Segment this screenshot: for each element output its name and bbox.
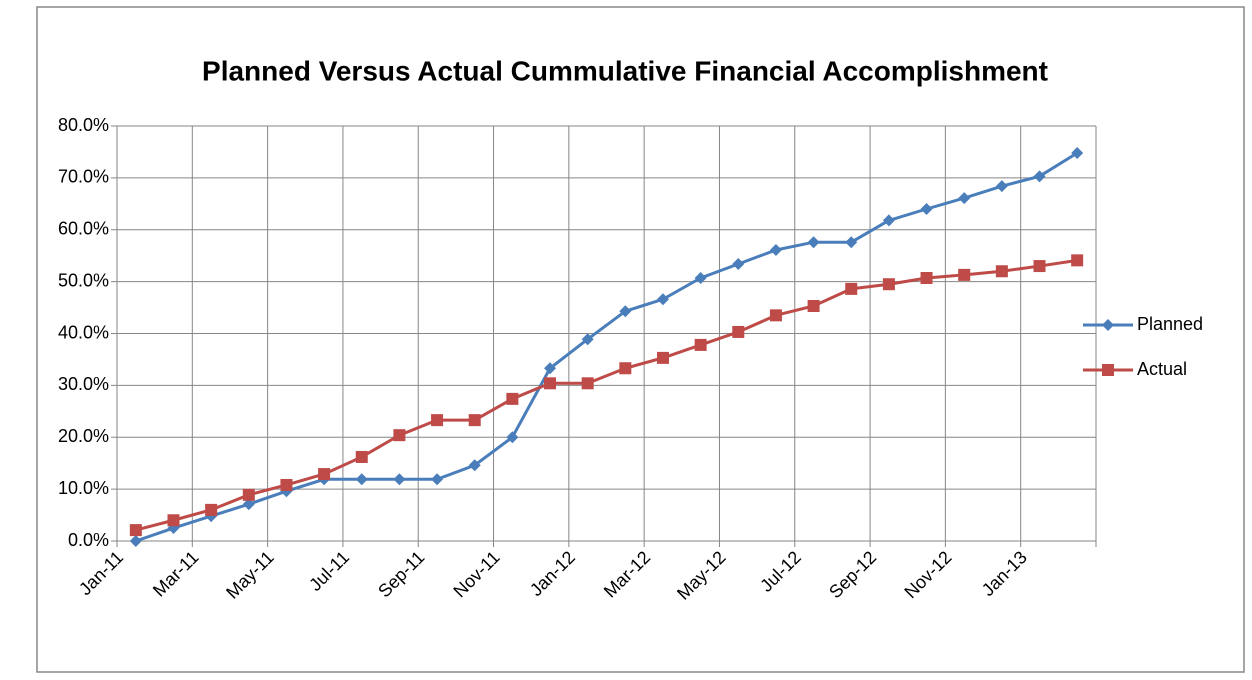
marker	[920, 203, 933, 215]
y-tick-label: 50.0%	[58, 270, 109, 290]
marker	[732, 325, 745, 338]
marker	[1071, 146, 1084, 159]
marker	[619, 305, 632, 318]
marker	[355, 473, 368, 486]
marker	[807, 236, 820, 249]
marker	[280, 478, 293, 491]
marker	[544, 362, 557, 375]
marker	[129, 524, 142, 537]
marker	[431, 414, 444, 427]
marker	[205, 503, 218, 516]
series-line	[135, 151, 1078, 543]
marker	[506, 431, 519, 444]
y-tick-label: 0.0%	[68, 530, 109, 550]
marker	[769, 243, 782, 256]
y-tick-label: 40.0%	[58, 322, 109, 342]
marker	[393, 429, 406, 442]
marker	[807, 300, 820, 313]
marker	[656, 351, 669, 364]
y-tick-label: 70.0%	[58, 167, 109, 187]
marker	[920, 271, 933, 284]
chart-title: Planned Versus Actual Cummulative Financ…	[202, 55, 1048, 86]
marker	[242, 498, 255, 511]
marker	[393, 473, 406, 486]
y-tick-label: 60.0%	[58, 219, 109, 239]
marker	[694, 271, 707, 284]
marker	[958, 192, 971, 205]
marker	[1033, 260, 1046, 273]
marker	[167, 514, 180, 527]
marker	[318, 468, 331, 481]
marker	[242, 488, 255, 501]
y-tick-label: 80.0%	[58, 115, 109, 135]
marker	[656, 293, 669, 306]
marker	[769, 309, 782, 322]
marker	[355, 450, 368, 463]
marker	[958, 268, 971, 281]
marker	[468, 459, 481, 472]
y-tick-label: 30.0%	[58, 374, 109, 394]
marker	[129, 535, 142, 547]
marker	[581, 333, 594, 346]
legend-label: Planned	[1137, 314, 1203, 334]
marker	[1071, 254, 1084, 267]
chart-border	[36, 6, 1245, 673]
marker	[468, 414, 481, 427]
series-line	[135, 258, 1078, 532]
marker	[1102, 364, 1114, 376]
marker	[882, 278, 895, 291]
marker	[431, 473, 444, 486]
marker	[694, 338, 707, 351]
marker	[732, 257, 745, 270]
marker	[845, 236, 858, 249]
marker	[205, 510, 218, 523]
marker	[845, 282, 858, 295]
marker	[619, 362, 632, 375]
marker	[1102, 319, 1114, 331]
marker	[581, 377, 594, 390]
marker	[995, 265, 1008, 278]
legend-label: Actual	[1137, 359, 1187, 379]
marker	[506, 392, 519, 405]
y-tick-label: 20.0%	[58, 426, 109, 446]
marker	[995, 180, 1008, 193]
y-tick-label: 10.0%	[58, 478, 109, 498]
marker	[882, 214, 895, 227]
marker	[1033, 170, 1046, 183]
marker	[544, 377, 557, 390]
